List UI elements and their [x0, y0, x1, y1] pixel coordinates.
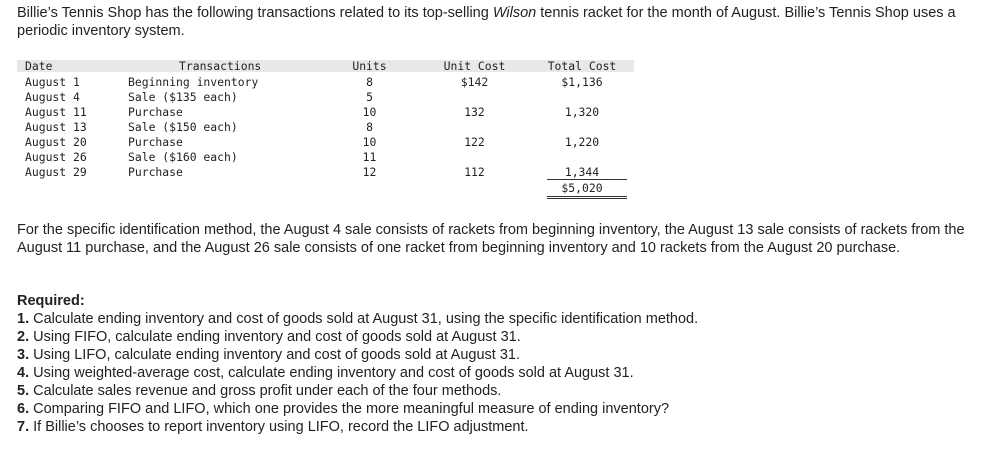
row-4-transaction: Sale ($150 each) [128, 120, 238, 134]
required-item-number: 3. [17, 347, 30, 363]
row-4-date: August 13 [25, 120, 87, 134]
row-5-unit-cost: 122 [464, 135, 485, 149]
required-item-number: 4. [17, 365, 30, 381]
required-item-number: 7. [17, 419, 30, 435]
required-item-number: 5. [17, 383, 30, 399]
required-item-text: Using LIFO, calculate ending inventory a… [33, 347, 520, 363]
required-item: 2. Using FIFO, calculate ending inventor… [17, 328, 977, 346]
row-3-unit-cost: 132 [464, 105, 485, 119]
intro-text-part2: tennis racket for the month of August. B… [17, 5, 956, 39]
required-item-number: 2. [17, 329, 30, 345]
row-7-total-cost: 1,344 [564, 165, 600, 179]
total-single-rule [547, 179, 627, 180]
total-double-rule-bottom [547, 198, 627, 199]
required-item-number: 1. [17, 311, 30, 327]
required-item-text: If Billie’s chooses to report inventory … [33, 419, 529, 435]
row-7-unit-cost: 112 [464, 165, 485, 179]
row-6-units: 11 [362, 150, 377, 164]
required-item: 3. Using LIFO, calculate ending inventor… [17, 346, 977, 364]
method-paragraph: For the specific identification method, … [17, 222, 965, 256]
intro-paragraph: Billie’s Tennis Shop has the following t… [17, 4, 977, 40]
required-item: 1. Calculate ending inventory and cost o… [17, 310, 977, 328]
row-5-units: 10 [362, 135, 377, 149]
row-3-units: 10 [362, 105, 377, 119]
row-7-date: August 29 [25, 165, 87, 179]
row-3-total-cost: 1,320 [564, 105, 600, 119]
table-header-band [17, 60, 634, 72]
row-5-transaction: Purchase [128, 135, 183, 149]
grand-total: $5,020 [561, 181, 603, 195]
row-2-units: 5 [366, 90, 373, 104]
intro-text-part1: Billie’s Tennis Shop has the following t… [17, 5, 493, 21]
total-double-rule-top [547, 196, 627, 197]
row-3-date: August 11 [25, 105, 87, 119]
header-date: Date [25, 59, 53, 73]
required-item-text: Using FIFO, calculate ending inventory a… [33, 329, 521, 345]
required-item: 7. If Billie’s chooses to report invento… [17, 418, 977, 436]
row-1-date: August 1 [25, 75, 80, 89]
brand-name: Wilson [492, 5, 537, 21]
required-item-number: 6. [17, 401, 30, 417]
required-title: Required: [17, 293, 85, 309]
header-unit-cost: Unit Cost [443, 59, 506, 73]
required-item-text: Calculate sales revenue and gross profit… [33, 383, 502, 399]
row-1-unit-cost: $142 [460, 75, 489, 89]
row-7-transaction: Purchase [128, 165, 183, 179]
required-item-text: Calculate ending inventory and cost of g… [33, 311, 699, 327]
required-item: 5. Calculate sales revenue and gross pro… [17, 382, 977, 400]
row-2-transaction: Sale ($135 each) [128, 90, 238, 104]
required-section: Required: 1. Calculate ending inventory … [17, 292, 977, 436]
row-3-transaction: Purchase [128, 105, 183, 119]
row-7-units: 12 [362, 165, 377, 179]
transactions-table: Date Transactions Units Unit Cost Total … [17, 60, 634, 202]
required-list: 1. Calculate ending inventory and cost o… [17, 310, 977, 436]
required-item: 4. Using weighted-average cost, calculat… [17, 364, 977, 382]
row-1-units: 8 [366, 75, 373, 89]
header-units: Units [352, 59, 387, 73]
row-1-total-cost: $1,136 [561, 75, 603, 89]
row-5-date: August 20 [25, 135, 87, 149]
required-item-text: Using weighted-average cost, calculate e… [33, 365, 634, 381]
required-item-text: Comparing FIFO and LIFO, which one provi… [33, 401, 670, 417]
header-transactions: Transactions [179, 59, 262, 73]
row-2-date: August 4 [25, 90, 80, 104]
row-6-date: August 26 [25, 150, 87, 164]
required-item: 6. Comparing FIFO and LIFO, which one pr… [17, 400, 977, 418]
row-4-units: 8 [366, 120, 373, 134]
row-5-total-cost: 1,220 [564, 135, 600, 149]
header-total-cost: Total Cost [547, 59, 617, 73]
row-6-transaction: Sale ($160 each) [128, 150, 238, 164]
row-1-transaction: Beginning inventory [128, 75, 259, 89]
